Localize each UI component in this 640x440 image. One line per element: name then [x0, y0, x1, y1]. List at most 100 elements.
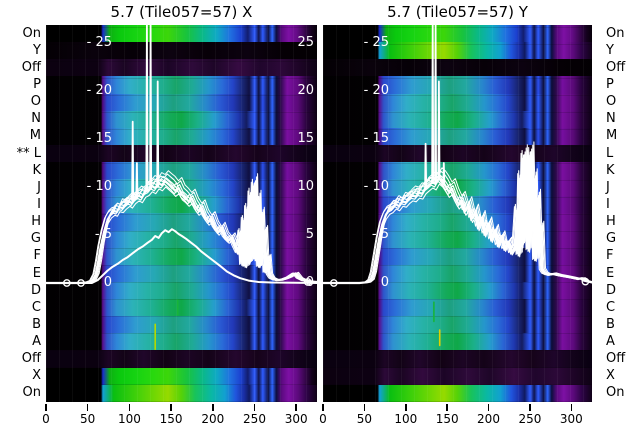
heatmap-row: [323, 367, 592, 385]
heatmap-row: [323, 281, 592, 299]
x-tick: [45, 404, 47, 411]
heatmap-row: [46, 281, 317, 299]
heatmap-row: [323, 316, 592, 334]
curve-bundle-trace: [46, 183, 317, 284]
heatmap-row: [46, 76, 317, 94]
curve-bundle-trace: [46, 186, 317, 284]
heatmap-row: [46, 25, 317, 43]
axis-row-label-left: B: [32, 316, 41, 332]
x-tick-label: 0: [319, 412, 327, 426]
x-tick-label: 50: [80, 412, 96, 426]
heatmap-row: [46, 367, 317, 385]
heatmap-row: [46, 316, 317, 334]
heatmap-row: [323, 350, 592, 368]
heatmap-row: [46, 333, 317, 351]
axis-row-label-left: D: [30, 282, 41, 298]
x-tick: [295, 404, 297, 411]
axis-row-label-right: H: [606, 214, 616, 230]
axis-row-label-left: On: [22, 25, 41, 41]
curve-bundle-trace: [323, 154, 592, 284]
x-tick-label: 0: [42, 412, 50, 426]
curve-bundle-trace: [323, 148, 592, 284]
x-tick-label: 150: [159, 412, 183, 426]
axis-row-label-left: I: [37, 196, 41, 212]
axis-row-label-right: On: [606, 25, 625, 41]
axis-row-label-right: N: [606, 111, 616, 127]
axis-row-label-left: Off: [21, 59, 41, 75]
heatmap-row: [323, 247, 592, 265]
curve-spike: [145, 25, 149, 192]
axis-row-label-left: A: [32, 334, 41, 349]
x-tick-label: 300: [284, 412, 308, 426]
curve-bundle-trace: [323, 150, 590, 284]
axis-row-label-right: C: [606, 299, 616, 315]
axis-row-label-left: J: [37, 179, 41, 195]
axis-row-label-left: Y: [33, 42, 41, 58]
heatmap-row: [323, 76, 592, 94]
curve-secondary: [46, 228, 317, 284]
heatmap-row: [46, 144, 317, 162]
axis-row-label-right: Off: [606, 351, 626, 367]
x-tick: [128, 404, 131, 411]
curve-spike: [424, 142, 428, 188]
axis-row-label-left: H: [31, 214, 41, 230]
axis-row-label-left: X: [32, 368, 41, 384]
x-tick-label: 200: [201, 412, 225, 426]
axis-row-label-left: P: [33, 77, 41, 92]
axis-row-label-left: E: [32, 265, 41, 281]
axis-row-label-right: A: [606, 334, 615, 349]
axis-row-label-right: X: [606, 368, 615, 384]
axis-row-label-left: On: [22, 385, 41, 401]
x-tick: [212, 404, 214, 411]
curve-spike: [434, 25, 437, 184]
axis-row-label-right: F: [606, 248, 614, 264]
heatmap-row: [323, 42, 592, 60]
x-tick: [170, 404, 172, 411]
heatmap-row: [46, 384, 317, 402]
axis-row-label-right: Off: [606, 59, 626, 75]
heatmap-row: [46, 93, 317, 111]
axis-row-label-right: K: [606, 162, 615, 178]
axis-row-label-left: M: [29, 128, 41, 144]
curve-spike: [131, 120, 135, 202]
axis-row-label-left: G: [30, 231, 41, 247]
curves-svg: [46, 25, 317, 350]
baseline-marker: [303, 278, 312, 286]
baseline-marker: [77, 279, 85, 287]
x-tick: [405, 404, 407, 411]
axis-row-label-right: M: [606, 128, 618, 144]
x-tick-label: 200: [477, 412, 500, 426]
axis-row-label-left: Off: [21, 351, 41, 367]
x-tick-label: 100: [117, 412, 141, 426]
curve-spike: [437, 80, 441, 179]
curve-bundle-trace: [323, 151, 592, 285]
x-tick: [446, 404, 448, 411]
curve-bundle-trace: [46, 180, 317, 285]
axis-row-label-right: G: [606, 231, 617, 247]
curve-bundle-trace: [324, 144, 592, 284]
curve-spike: [431, 25, 435, 183]
baseline-marker: [62, 279, 71, 287]
x-tick: [322, 404, 324, 411]
heatmap-row: [46, 162, 317, 180]
heatmap-row: [323, 93, 592, 111]
curve-spike: [149, 25, 153, 190]
baseline-marker: [581, 277, 590, 286]
heatmap-row: [323, 384, 592, 402]
panel-title-x: 5.7 (Tile057=57) X: [110, 3, 253, 21]
axis-row-label-left: ** L: [16, 145, 41, 161]
axis-row-label-right: O: [606, 94, 617, 110]
curve-bundle-trace: [48, 170, 317, 284]
axis-row-label-right: I: [606, 196, 610, 212]
baseline-marker: [329, 279, 338, 287]
heatmap-row: [323, 299, 592, 317]
axis-row-label-right: J: [606, 179, 610, 195]
curves-svg: [323, 25, 592, 347]
axis-row-label-right: On: [606, 385, 625, 401]
heatmap-row: [46, 110, 317, 128]
heatmap-row: [46, 59, 317, 77]
x-tick: [253, 404, 256, 411]
